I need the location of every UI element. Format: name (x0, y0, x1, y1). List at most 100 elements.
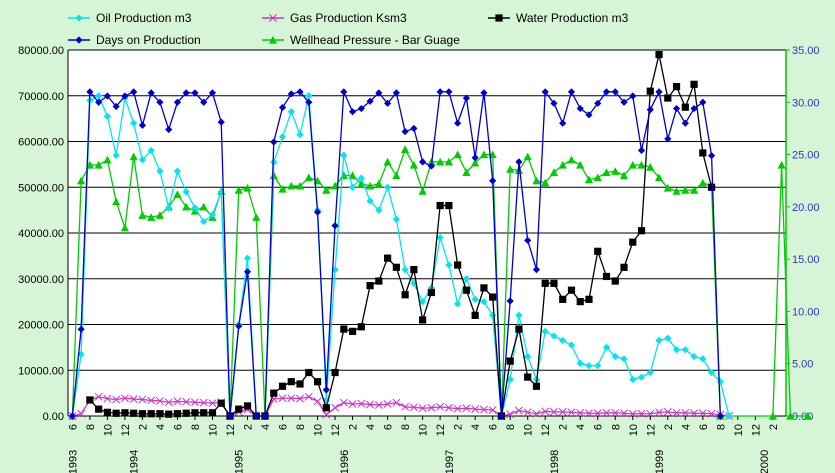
series-oil-production-m3-point (156, 167, 164, 175)
series-gas-production-ksm3-point (392, 398, 401, 407)
left-axis-tick-label: 80000.00 (18, 45, 64, 57)
series-days-on-production-point (524, 236, 532, 244)
series-water-production-m3-point (419, 316, 427, 324)
series-wellhead-pressure-bar-guage-point (409, 160, 418, 169)
series-water-production-m3-point (646, 87, 654, 95)
series-wellhead-pressure-bar-guage-point (637, 160, 646, 169)
series-days-on-production-point (655, 88, 663, 96)
x-axis-tick-label: 6 (383, 424, 395, 430)
series-oil-production-m3-point (348, 183, 357, 191)
series-wellhead-pressure-bar-guage-point (444, 157, 453, 166)
series-water-production-m3-point (559, 295, 567, 303)
right-axis-tick-label: 10.00 (792, 306, 820, 318)
series-oil-production-m3-point (436, 233, 444, 242)
series-gas-production-ksm3-line (72, 396, 730, 417)
series-wellhead-pressure-bar-guage-point (155, 211, 165, 219)
series-oil-production-m3-point (489, 311, 497, 319)
series-water-production-m3-point (576, 298, 584, 306)
series-water-production-m3-point (313, 378, 322, 386)
x-axis-year-label: 1994 (129, 450, 141, 473)
series-days-on-production-point (620, 98, 628, 106)
series-water-production-m3-point (629, 238, 637, 246)
series-water-production-m3-point (611, 277, 619, 285)
series-gas-production-ksm3-point (602, 408, 611, 417)
series-gas-production-ksm3-point (348, 400, 357, 409)
series-gas-production-ksm3-point (672, 408, 681, 417)
series-gas-production-ksm3-point (628, 409, 637, 418)
series-days-on-production-point (559, 119, 567, 127)
legend-entry: Days on Production (68, 33, 201, 47)
series-water-production-m3-point (532, 382, 541, 390)
series-water-production-m3-point (331, 368, 339, 377)
series-oil-production-m3-point (637, 373, 646, 381)
series-wellhead-pressure-bar-guage-point (138, 211, 147, 219)
series-gas-production-ksm3-point (103, 394, 112, 403)
series-water-production-m3-point (445, 201, 453, 210)
series-oil-production-m3-point (357, 174, 365, 182)
series-gas-production-ksm3-point (567, 408, 576, 417)
x-axis-tick-label: 2 (663, 424, 675, 430)
series-wellhead-pressure-bar-guage-point (681, 186, 690, 194)
series-days-on-production-point (497, 412, 506, 420)
series-wellhead-pressure-bar-guage-point (602, 168, 611, 176)
series-days-on-production-point (182, 89, 190, 97)
series-water-production-m3-point (401, 291, 409, 299)
legend-label: Days on Production (96, 33, 201, 47)
series-gas-production-ksm3-point (357, 399, 366, 408)
legend-label: Gas Production Ksm3 (290, 11, 407, 25)
series-wellhead-pressure-bar-guage-point (322, 186, 331, 194)
legend-label: Wellhead Pressure - Bar Guage (290, 33, 460, 47)
series-gas-production-ksm3-point (129, 395, 138, 404)
series-days-on-production-point (576, 104, 584, 113)
series-days-on-production-point (348, 108, 357, 116)
series-days-on-production-point (637, 146, 646, 154)
series-wellhead-pressure-bar-guage-point (619, 171, 629, 180)
series-wellhead-pressure-bar-guage-point (803, 411, 812, 420)
series-days-on-production-point (594, 99, 602, 107)
series-gas-production-ksm3-point (558, 407, 567, 416)
series-days-on-production-point (436, 88, 444, 96)
series-gas-production-ksm3-point (164, 398, 173, 407)
series-gas-production-ksm3-point (646, 409, 655, 418)
series-wellhead-pressure-bar-guage-point (654, 173, 664, 182)
series-wellhead-pressure-bar-guage-point (401, 145, 410, 153)
series-days-on-production-point (699, 98, 707, 106)
series-wellhead-pressure-bar-guage (68, 145, 812, 420)
series-oil-production-m3-point (130, 119, 138, 127)
series-oil-production-m3-point (366, 197, 374, 205)
series-wellhead-pressure-bar-guage-point (777, 160, 786, 169)
series-wellhead-pressure-bar-guage-point (173, 190, 182, 198)
x-axis-year-label: 1996 (339, 450, 351, 473)
series-water-production-m3-point (95, 405, 103, 413)
series-oil-production-m3-point (699, 355, 707, 363)
series-oil-production-m3-point (672, 346, 681, 354)
series-days-on-production (68, 88, 724, 420)
x-axis-tick-label: 2 (453, 424, 465, 430)
series-gas-production-ksm3-point (383, 400, 392, 409)
series-water-production-m3-point (672, 83, 681, 91)
x-axis-year-label: 1998 (549, 450, 561, 473)
series-wellhead-pressure-bar-guage-point (182, 202, 191, 211)
series-gas-production-ksm3-point (471, 405, 480, 414)
series-days-on-production-point (278, 103, 287, 112)
x-axis-tick-label: 12 (330, 424, 342, 436)
series-gas-production-ksm3-point (94, 392, 103, 401)
x-axis-tick-label: 10 (523, 424, 535, 436)
series-days-on-production-point (165, 125, 173, 134)
series-days-on-production-point (515, 158, 523, 166)
series-wellhead-pressure-bar-guage-point (593, 173, 602, 182)
x-axis-tick-label: 6 (488, 424, 500, 430)
x-axis-tick-label: 2 (243, 424, 255, 430)
series-oil-production-m3-point (471, 295, 479, 303)
series-water-production-m3-point (305, 368, 313, 377)
series-water-production-m3-point (287, 378, 295, 386)
series-days-on-production-point (375, 89, 383, 97)
x-axis-year-label: 1997 (444, 450, 456, 473)
series-days-on-production-point (611, 88, 619, 96)
legend-swatch-marker (495, 14, 503, 22)
series-oil-production-m3-point (690, 352, 698, 361)
series-days-on-production-point (103, 92, 112, 100)
series-wellhead-pressure-bar-guage-point (129, 152, 138, 161)
right-axis-tick-label: 5.00 (792, 359, 813, 371)
series-gas-production-ksm3-point (418, 404, 427, 413)
